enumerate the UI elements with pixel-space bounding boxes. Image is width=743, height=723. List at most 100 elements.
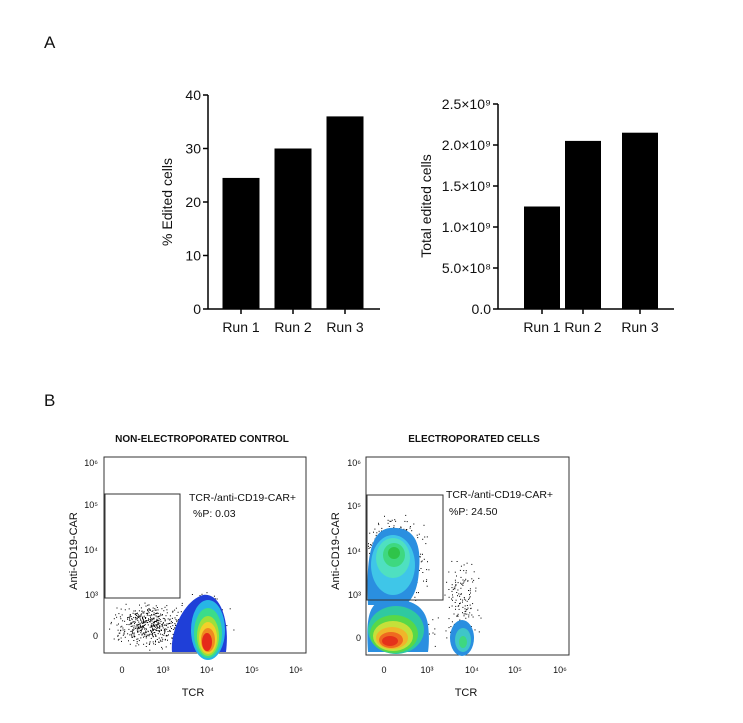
event-dot [130,630,132,632]
event-dot [464,605,466,607]
event-dot [463,613,465,615]
event-dot [169,618,171,620]
event-dot [466,613,468,615]
event-dot [460,593,462,595]
event-dot [387,522,389,524]
event-dot [421,560,423,562]
event-dot [473,579,475,581]
event-dot [135,619,137,621]
event-dot [448,606,450,608]
event-dot [123,633,125,635]
event-dot [139,630,141,632]
x-axis-label: TCR [455,687,478,699]
event-dot [454,586,456,588]
event-dot [375,534,377,536]
event-dot [142,618,144,620]
event-dot [137,627,139,629]
event-dot [110,621,112,623]
event-dot [132,631,133,633]
event-dot [138,628,140,630]
event-dot [163,634,165,636]
event-dot [163,622,164,624]
event-dot [143,643,145,645]
event-dot [213,595,215,597]
event-dot [161,634,163,636]
y-tick: 10⁵ [84,500,98,510]
event-dot [133,625,135,627]
event-dot [434,633,436,635]
event-dot [148,615,150,617]
event-dot [139,622,141,624]
event-dot [153,643,155,645]
event-dot [151,623,153,624]
event-dot [151,631,153,633]
event-dot [126,624,128,625]
event-dot [152,621,154,623]
event-dot [147,609,149,611]
event-dot [478,631,480,633]
event-dot [368,548,370,549]
bar-chart-total-edited: Total edited cells 0.0 5.0×10⁸ 1.0×10⁹ 1.5×… [418,96,674,335]
event-dot [160,613,162,615]
event-dot [152,607,154,609]
event-dot [169,615,171,617]
event-dot [133,632,135,634]
event-dot [451,605,453,607]
event-dot [137,630,138,632]
event-dot [425,581,427,582]
event-dot [160,640,162,642]
event-dot [462,612,463,614]
event-dot [460,594,462,595]
event-dot [161,646,163,648]
y-tick: 10³ [85,590,98,600]
event-dot [457,605,459,607]
event-dot [149,649,151,651]
event-dot [145,621,147,623]
event-dot [158,641,160,643]
event-dot [437,617,439,619]
event-dot [453,587,455,589]
event-dot [191,594,193,595]
event-dot [170,620,172,622]
event-dot [158,630,160,632]
event-dot [452,596,454,598]
event-dot [172,622,173,624]
event-dot [460,598,462,600]
event-dot [144,602,146,604]
flow-plot-control: NON-ELECTROPORATED CONTROL TCR-/anti-CD1… [68,434,307,699]
event-dot [158,618,160,619]
event-dot [466,562,468,564]
event-dot [143,611,145,613]
event-dot [149,609,151,611]
event-dot [460,565,462,567]
event-dot [172,633,174,635]
gate-rectangle [104,493,181,599]
event-dot [161,637,163,639]
event-dot [120,618,122,620]
event-dot [164,631,166,633]
event-dot [137,631,139,633]
event-dot [152,628,153,630]
event-dot [143,620,145,622]
event-dot [455,585,457,587]
event-dot [138,615,140,617]
event-dot [117,629,119,631]
event-dot [381,530,382,532]
event-dot [452,594,453,596]
event-dot [469,594,470,596]
bar-chart-percent-edited: % Edited cells 0 10 20 30 40 Run 1 Run 2 Run 3 [159,87,380,335]
event-dot [180,611,182,613]
event-dot [129,623,131,625]
event-dot [136,638,138,640]
event-dot [154,621,156,622]
event-dot [175,607,177,609]
event-dot [448,596,450,598]
event-dot [130,626,132,627]
event-dot [464,580,466,582]
event-dot [142,616,144,618]
event-dot [145,630,147,632]
event-dot [471,578,473,580]
event-dot [378,524,380,526]
event-dot [464,598,465,600]
event-dot [468,598,470,600]
